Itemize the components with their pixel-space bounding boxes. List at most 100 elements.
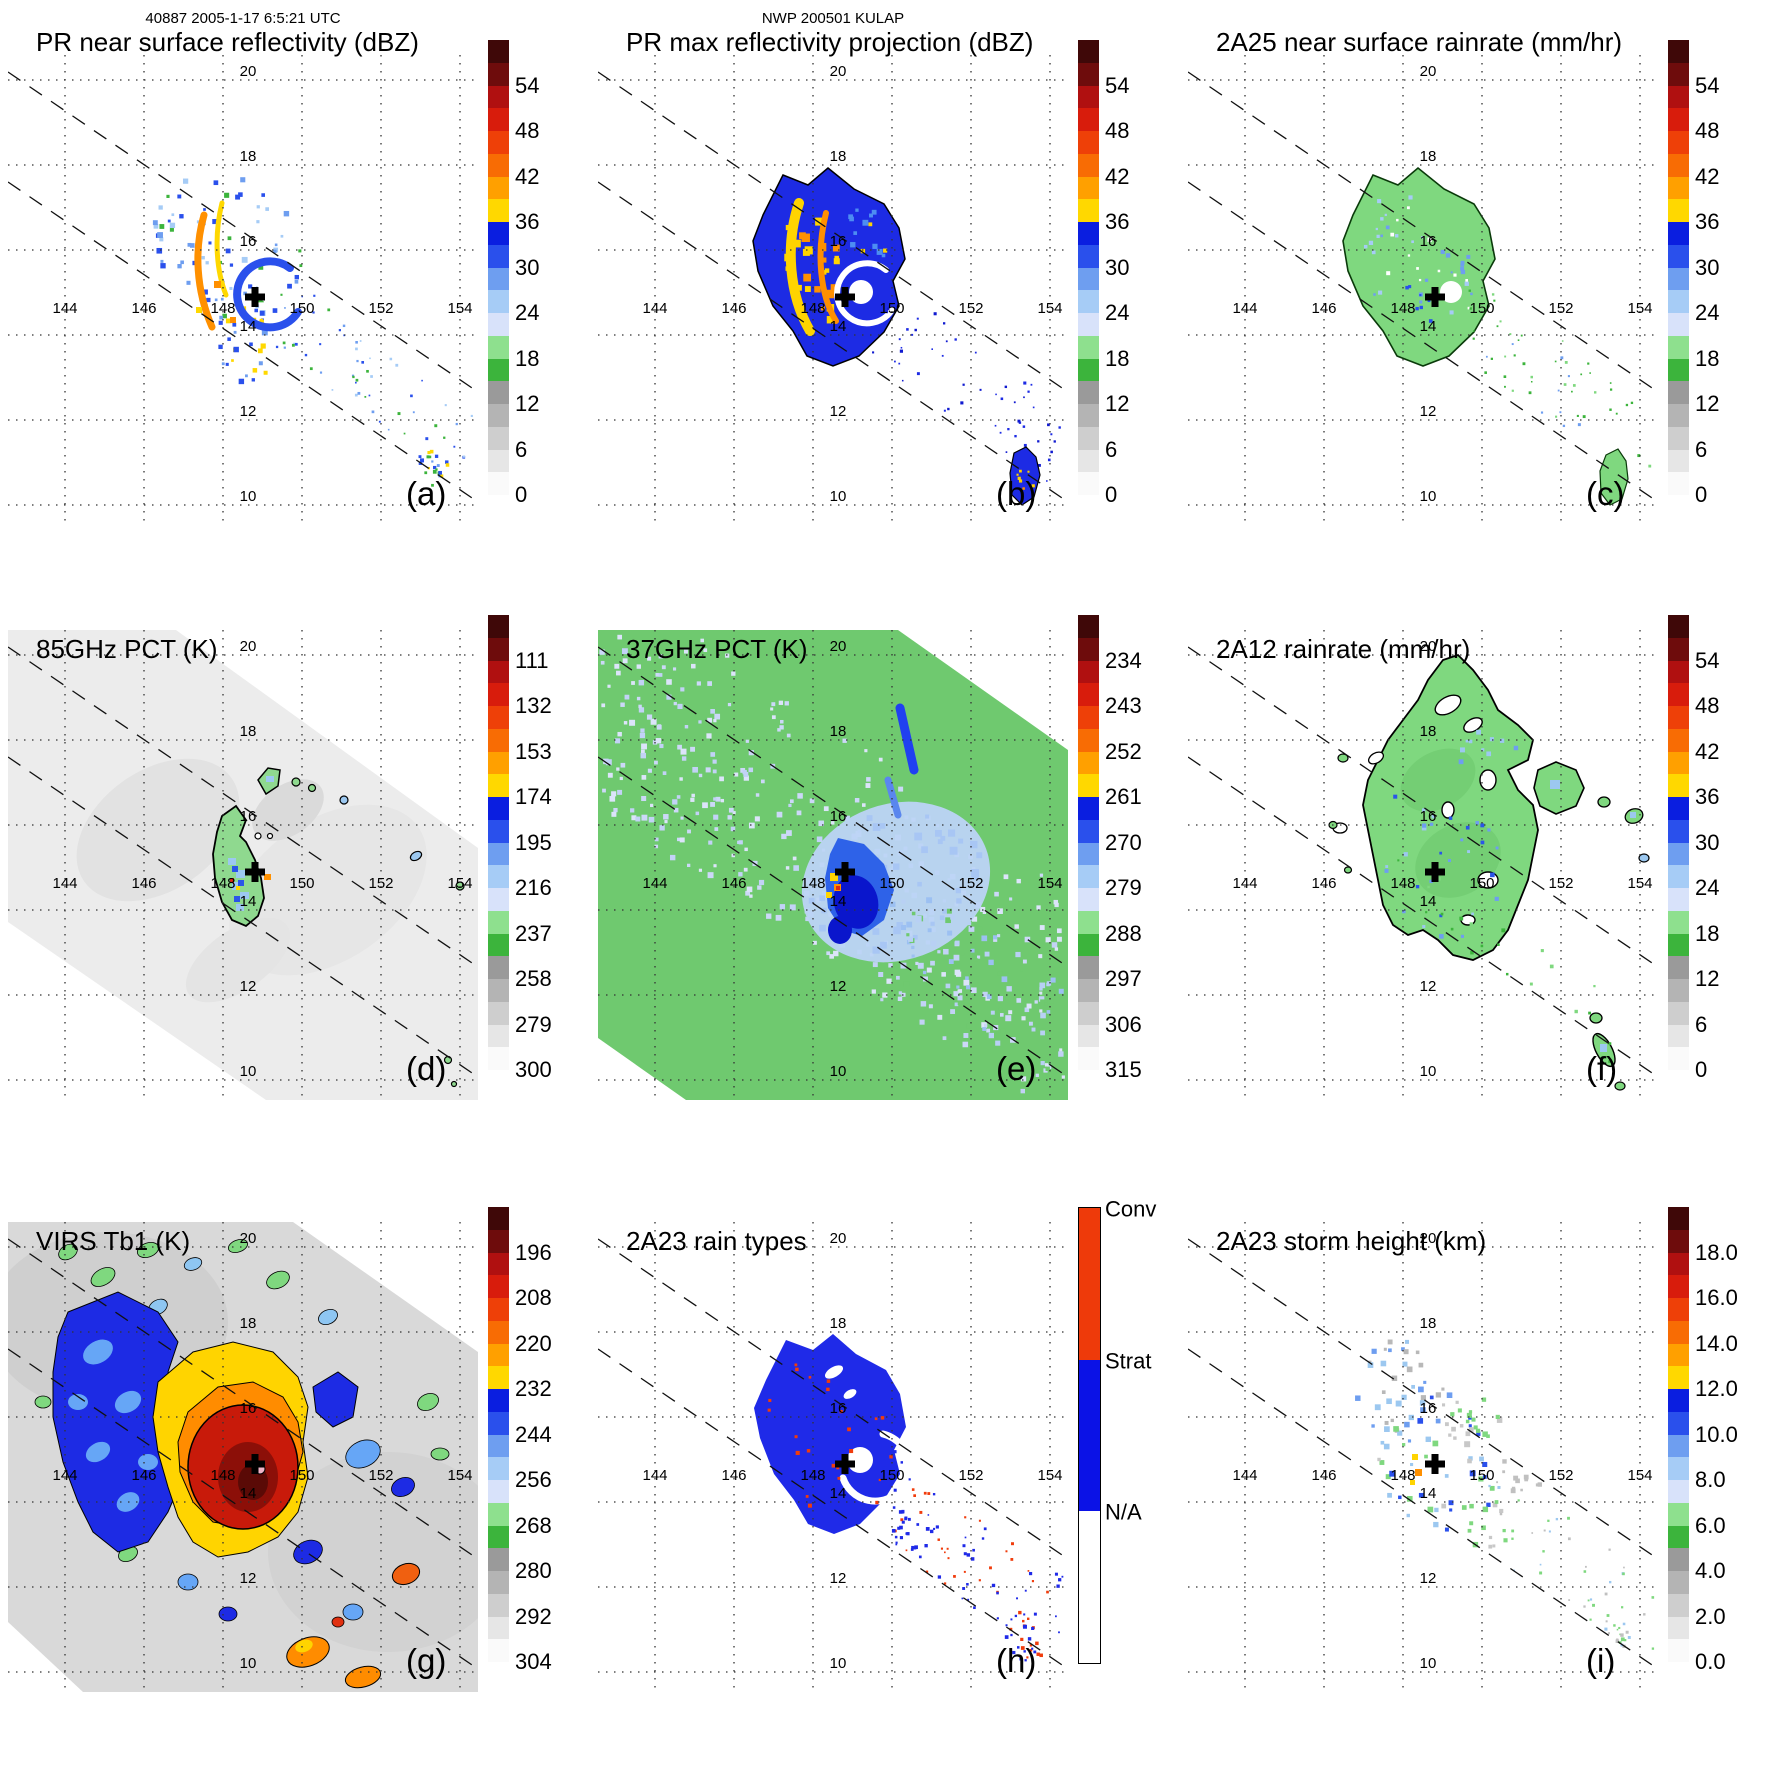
colorbar-tick-c-3: 36	[1695, 209, 1720, 234]
colorbar-tick-b-8: 6	[1105, 436, 1118, 462]
svg-text:20: 20	[1420, 638, 1437, 655]
colorbar-tick-c-0: 54	[1695, 72, 1720, 98]
colorbar-a	[488, 40, 509, 495]
svg-text:10: 10	[830, 1655, 847, 1672]
panel-title-d: 85GHz PCT (K)	[36, 634, 218, 664]
svg-text:148: 148	[210, 875, 235, 892]
colorbar-tick-a-8: 6	[515, 436, 528, 462]
svg-text:10: 10	[830, 1063, 847, 1080]
colorbar-tick-g-0: 196	[515, 1239, 552, 1265]
svg-text:12: 12	[830, 978, 847, 995]
svg-text:16: 16	[240, 233, 257, 250]
colorbar-tick-a-4: 30	[515, 254, 540, 280]
svg-text:12: 12	[1420, 403, 1437, 420]
svg-text:148: 148	[210, 300, 235, 317]
colorbar-g	[488, 1207, 509, 1662]
svg-text:152: 152	[368, 1467, 393, 1484]
grid-lines-f	[1188, 630, 1658, 1100]
svg-text:20: 20	[1420, 63, 1437, 80]
colorbar-tick-d-7: 258	[515, 966, 552, 991]
panel-letter-b: (b)	[996, 475, 1037, 512]
svg-text:146: 146	[721, 300, 746, 317]
colorbar-tick-e-6: 288	[1105, 920, 1142, 946]
colorbar-tick-b-3: 36	[1105, 209, 1130, 234]
svg-text:18: 18	[240, 1315, 257, 1332]
svg-text:16: 16	[240, 808, 257, 825]
svg-text:148: 148	[1390, 1467, 1415, 1484]
map-panel-i: 144 146 148 150 152 154 20 18 16 14 12 10	[1188, 1222, 1658, 1692]
svg-text:14: 14	[1420, 1485, 1437, 1502]
svg-text:14: 14	[830, 893, 847, 910]
colorbar-tick-e-1: 243	[1105, 693, 1142, 718]
panel-title-f: 2A12 rainrate (mm/hr)	[1216, 634, 1471, 664]
svg-text:148: 148	[800, 1467, 825, 1484]
colorbar-tick-i-9: 0.0	[1695, 1649, 1726, 1674]
svg-text:12: 12	[830, 403, 847, 420]
storm-center-marker	[245, 862, 265, 882]
svg-text:146: 146	[721, 875, 746, 892]
svg-text:18: 18	[1420, 148, 1437, 165]
svg-text:10: 10	[1420, 1063, 1437, 1080]
colorbar-tick-f-3: 36	[1695, 784, 1720, 809]
colorbar-tick-a-7: 12	[515, 391, 540, 416]
axis-labels-f: 144 146 148 150 152 154 20 18 16 14 12 10	[1232, 638, 1652, 1080]
colorbar-tick-d-0: 111	[515, 647, 549, 673]
svg-text:12: 12	[240, 403, 257, 420]
colorbar-tick-i-8: 2.0	[1695, 1603, 1726, 1629]
panel-letter-h: (h)	[996, 1642, 1037, 1679]
svg-text:154: 154	[447, 875, 472, 892]
svg-text:14: 14	[240, 318, 257, 335]
svg-text:144: 144	[52, 300, 77, 317]
colorbar-tick-b-4: 30	[1105, 254, 1130, 280]
svg-text:144: 144	[1232, 1467, 1257, 1484]
svg-text:16: 16	[1420, 1400, 1437, 1417]
colorbar-tick-b-9: 0	[1105, 482, 1118, 507]
grid-lines-i	[1188, 1222, 1658, 1692]
colorbar-tick-f-1: 48	[1695, 693, 1720, 718]
storm-center-marker	[1425, 287, 1445, 307]
axis-labels-h: 144 146 148 150 152 154 20 18 16 14 12 10	[642, 1230, 1062, 1672]
storm-center-marker	[835, 862, 855, 882]
panel-title-i: 2A23 storm height (km)	[1216, 1226, 1487, 1256]
colorbar-tick-h-1: Strat	[1105, 1349, 1152, 1375]
colorbar-tick-i-2: 14.0	[1695, 1330, 1738, 1356]
svg-text:154: 154	[1037, 1467, 1062, 1484]
svg-text:16: 16	[830, 808, 847, 825]
svg-text:144: 144	[1232, 875, 1257, 892]
svg-text:18: 18	[830, 723, 847, 740]
svg-text:146: 146	[1311, 1467, 1336, 1484]
colorbar-tick-d-1: 132	[515, 693, 552, 718]
colorbar-tick-c-1: 48	[1695, 118, 1720, 143]
colorbar-tick-c-5: 24	[1695, 300, 1720, 325]
axis-labels-c: 144 146 148 150 152 154 20 18 16 14 12 10	[1232, 63, 1652, 505]
colorbar-tick-i-4: 10.0	[1695, 1421, 1738, 1447]
colorbar-tick-g-4: 244	[515, 1421, 552, 1447]
svg-text:152: 152	[1548, 875, 1573, 892]
colorbar-tick-b-1: 48	[1105, 118, 1130, 143]
svg-text:152: 152	[1548, 300, 1573, 317]
colorbar-tick-i-7: 4.0	[1695, 1558, 1726, 1583]
colorbar-tick-c-9: 0	[1695, 482, 1708, 507]
storm-center-marker	[835, 287, 855, 307]
svg-text:12: 12	[1420, 978, 1437, 995]
colorbar-tick-e-9: 315	[1105, 1057, 1142, 1082]
colorbar-c	[1668, 40, 1689, 495]
colorbar-tick-g-2: 220	[515, 1330, 552, 1356]
colorbar-tick-e-2: 252	[1105, 738, 1142, 764]
panel-title-g: VIRS Tb1 (K)	[36, 1226, 191, 1256]
panel-letter-f: (f)	[1586, 1050, 1618, 1087]
panel-letter-a: (a)	[406, 475, 447, 512]
colorbar-tick-f-9: 0	[1695, 1057, 1708, 1082]
svg-text:10: 10	[240, 1063, 257, 1080]
svg-text:12: 12	[240, 978, 257, 995]
svg-text:14: 14	[830, 318, 847, 335]
panel-title-a: PR near surface reflectivity (dBZ)	[36, 27, 419, 57]
svg-text:10: 10	[240, 488, 257, 505]
svg-text:144: 144	[642, 300, 667, 317]
svg-text:16: 16	[240, 1400, 257, 1417]
colorbar-tick-b-0: 54	[1105, 72, 1130, 98]
colorbar-tick-e-4: 270	[1105, 829, 1142, 855]
panel-title-c: 2A25 near surface rainrate (mm/hr)	[1216, 27, 1623, 57]
colorbar-tick-g-1: 208	[515, 1285, 552, 1310]
colorbar-tick-d-3: 174	[515, 784, 552, 809]
